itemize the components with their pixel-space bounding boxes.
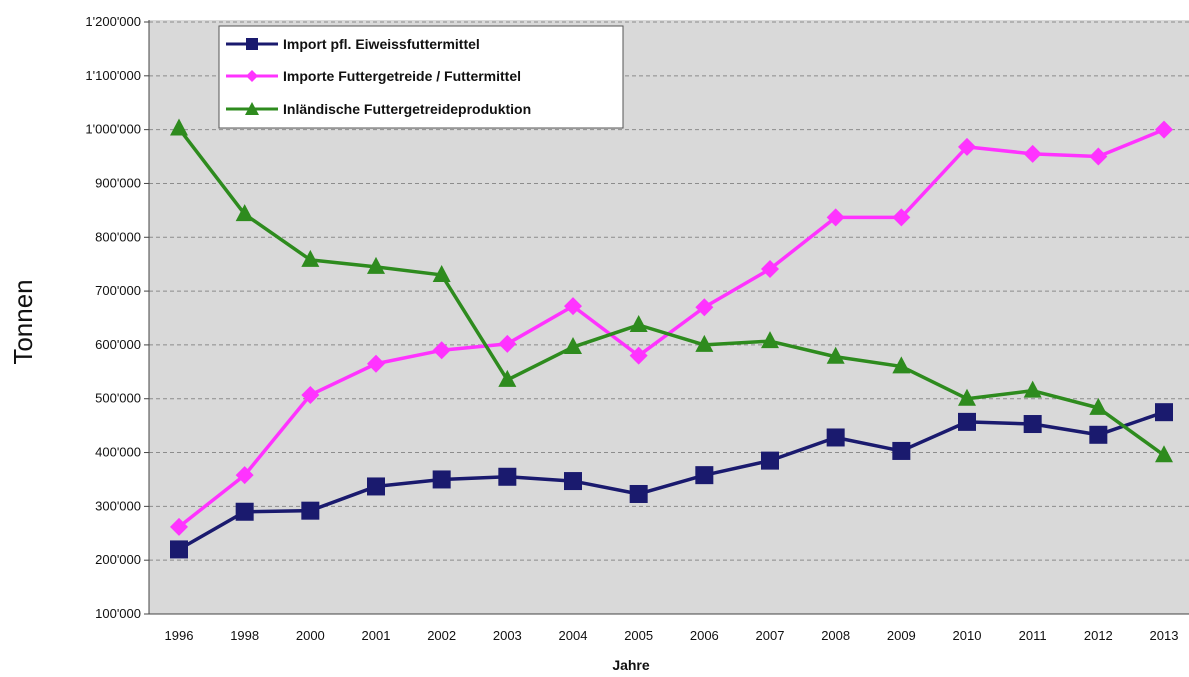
series-line	[177, 127, 1166, 457]
x-tick-label: 2008	[821, 628, 850, 643]
data-point	[1155, 120, 1173, 139]
y-tick-label: 1'000'000	[85, 122, 141, 137]
data-point	[235, 204, 254, 222]
y-tick-label: 300'000	[95, 498, 141, 513]
data-point	[235, 466, 254, 485]
x-tick-label: 2007	[756, 628, 785, 643]
y-tick-label: 800'000	[95, 229, 141, 244]
x-tick-label: 1996	[165, 628, 194, 643]
data-point	[1089, 397, 1108, 415]
data-point	[498, 334, 517, 353]
data-point	[826, 428, 845, 447]
data-point	[367, 354, 385, 373]
data-point	[761, 331, 779, 349]
y-tick-label: 100'000	[95, 606, 141, 621]
data-point	[761, 451, 779, 470]
data-point	[432, 264, 451, 282]
data-point	[170, 540, 188, 559]
x-tick-label: 2012	[1084, 628, 1113, 643]
y-tick-label: 400'000	[95, 445, 141, 460]
legend-marker-0	[246, 38, 258, 50]
data-point	[695, 334, 714, 352]
data-point	[958, 412, 976, 431]
data-point	[498, 369, 517, 387]
y-tick-label: 1'200'000	[85, 14, 141, 29]
data-point	[826, 346, 845, 364]
data-point	[892, 441, 911, 460]
x-tick-label: 2004	[559, 628, 588, 643]
data-point	[1089, 147, 1108, 166]
x-tick-label: 2009	[887, 628, 916, 643]
x-tick-label: 2011	[1019, 628, 1047, 643]
data-point	[235, 502, 254, 521]
data-point	[892, 356, 911, 374]
data-point	[629, 346, 648, 365]
data-point	[432, 341, 451, 360]
legend-label-0: Import pfl. Eiweissfuttermittel	[283, 36, 480, 52]
y-tick-label: 700'000	[95, 283, 141, 298]
gridlines	[149, 21, 1189, 561]
legend-marker-1	[246, 70, 258, 82]
legend: Import pfl. Eiweissfuttermittel Importe …	[218, 25, 624, 129]
x-tick-label: 2005	[624, 628, 653, 643]
data-point	[301, 249, 320, 267]
y-axis-ticks: 100'000 200'000 300'000 400'000 500'000 600'0…	[85, 14, 149, 621]
data-point	[958, 137, 976, 156]
series-1	[170, 120, 1173, 536]
data-point	[367, 477, 385, 496]
data-point	[1023, 415, 1042, 434]
legend-label-2: Inländische Futtergetreideproduktion	[283, 101, 531, 117]
y-tick-label: 900'000	[95, 175, 141, 190]
data-point	[629, 484, 648, 503]
x-axis-ticks: 1996 1998 2000 2001 2002 2003 2004 2005 2006 2007…	[165, 628, 1179, 643]
data-point	[958, 388, 976, 406]
x-tick-label: 2006	[690, 628, 719, 643]
x-tick-label: 2013	[1150, 628, 1179, 643]
data-point	[629, 314, 648, 332]
data-point	[170, 517, 188, 536]
data-point	[564, 297, 582, 316]
data-point	[301, 385, 320, 404]
x-axis-title: Jahre	[612, 657, 650, 673]
x-tick-label: 2000	[296, 628, 325, 643]
series-line	[178, 410, 1165, 551]
data-point	[892, 208, 911, 227]
y-tick-label: 1'100'000	[85, 68, 141, 83]
y-tick-label: 500'000	[95, 391, 141, 406]
data-point	[695, 298, 714, 317]
data-point	[367, 256, 385, 274]
y-tick-label: 200'000	[95, 552, 141, 567]
legend-label-1: Importe Futtergetreide / Futtermittel	[283, 68, 521, 84]
y-axis-title: Tonnen	[8, 279, 38, 364]
data-point	[826, 208, 845, 227]
data-point	[761, 260, 779, 279]
data-point	[1155, 445, 1173, 463]
data-point	[432, 470, 451, 489]
data-point	[695, 466, 714, 485]
data-point	[1155, 403, 1173, 422]
data-point	[564, 337, 582, 355]
series-2	[170, 118, 1173, 463]
data-point	[301, 501, 320, 520]
x-tick-label: 1998	[230, 628, 259, 643]
legend-marker-2	[245, 102, 259, 115]
series-lines	[170, 118, 1173, 559]
x-tick-label: 2001	[362, 628, 391, 643]
series-0	[170, 403, 1173, 559]
series-line	[177, 128, 1165, 529]
data-point	[564, 472, 582, 491]
data-point	[1023, 144, 1042, 163]
x-tick-label: 2010	[953, 628, 982, 643]
x-tick-label: 2003	[493, 628, 522, 643]
data-point	[1089, 425, 1108, 444]
legend-box	[218, 25, 624, 129]
y-tick-label: 600'000	[95, 337, 141, 352]
x-tick-label: 2002	[427, 628, 456, 643]
data-point	[170, 118, 188, 136]
data-point	[498, 467, 517, 486]
data-point	[1023, 380, 1042, 398]
